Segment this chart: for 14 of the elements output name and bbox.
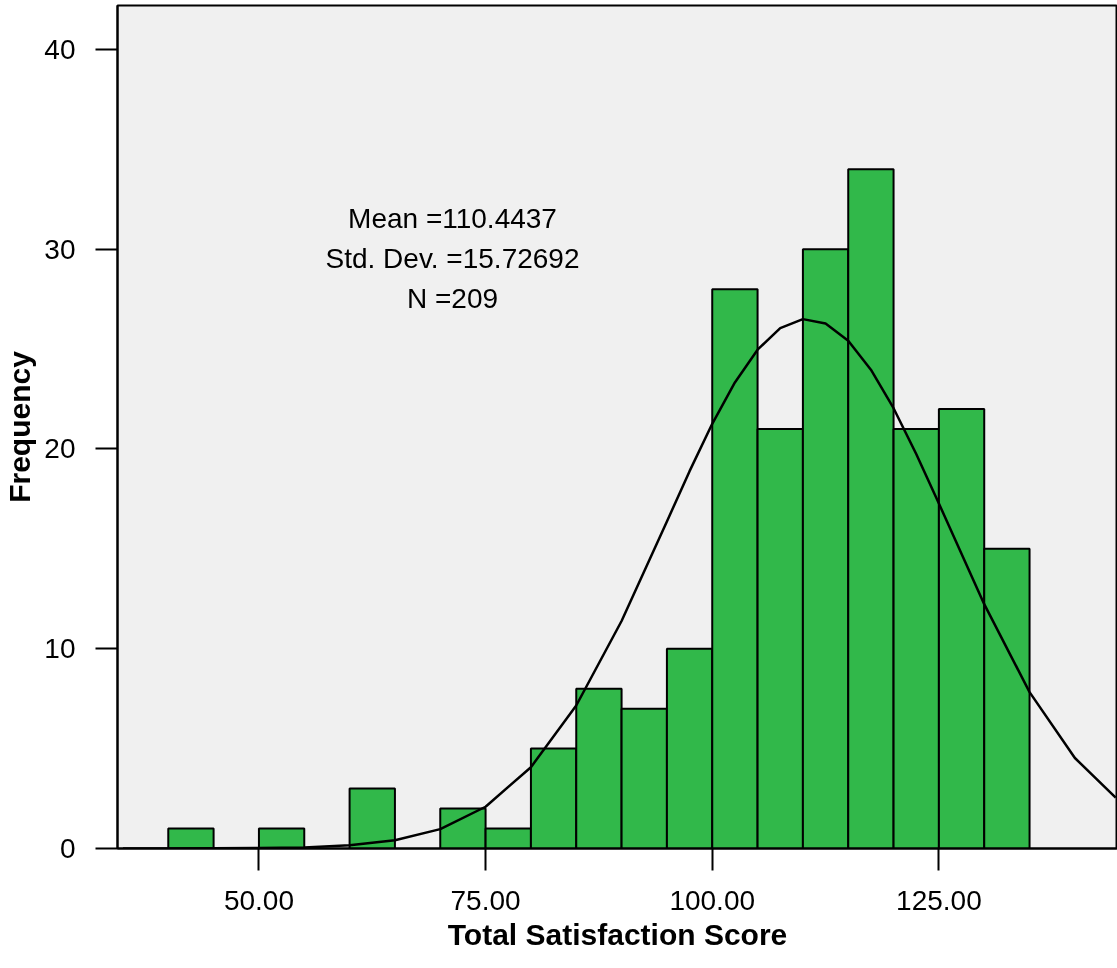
- y-tick-label: 20: [44, 433, 76, 465]
- x-axis-title: Total Satisfaction Score: [447, 917, 788, 951]
- y-tick-label: 10: [44, 633, 76, 665]
- x-tick-label: 50.00: [223, 884, 294, 916]
- annotation: N =209: [406, 282, 499, 314]
- x-tick-label: 100.00: [669, 884, 756, 916]
- x-tick-label: 125.00: [896, 884, 982, 916]
- y-tick-label: 30: [44, 233, 76, 265]
- y-tick-label: 40: [44, 33, 76, 65]
- annotation: Mean =110.4437: [348, 202, 557, 234]
- y-axis-title: Frequency: [3, 350, 37, 503]
- annotation: Std. Dev. =15.72692: [325, 242, 580, 274]
- x-tick-label: 75.00: [450, 884, 521, 916]
- y-tick-label: 0: [59, 833, 76, 864]
